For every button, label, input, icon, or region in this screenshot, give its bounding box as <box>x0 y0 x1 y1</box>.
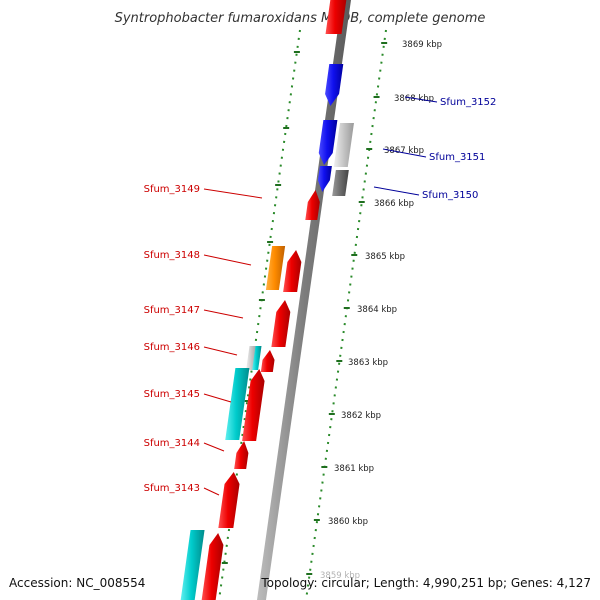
gene-arrow-orange <box>265 246 286 290</box>
gene-arrow-cyan <box>180 530 205 600</box>
gene-arrow-gray <box>332 170 349 196</box>
label-leader-line <box>203 346 238 356</box>
scale-label: 3861 kbp <box>334 464 374 474</box>
gene-arrow-red <box>283 250 302 292</box>
label-leader-line <box>203 442 225 452</box>
label-leader-line <box>203 188 263 199</box>
scale-label: 3860 kbp <box>328 517 368 527</box>
gene-label[interactable]: Sfum_3147 <box>144 305 200 316</box>
gene-label[interactable]: Sfum_3144 <box>144 438 200 449</box>
label-leader-line <box>203 393 232 403</box>
gene-label[interactable]: Sfum_3149 <box>144 184 200 195</box>
gene-arrow-red <box>260 350 275 372</box>
label-leader-line <box>203 309 244 319</box>
gene-arrow-gray <box>333 123 354 167</box>
gene-arrow-cyan <box>252 346 262 370</box>
label-leader-line <box>373 186 420 196</box>
accession-text: Accession: NC_008554 <box>9 576 145 590</box>
gene-arrow-red <box>242 369 265 441</box>
scale-label: 3868 kbp <box>394 94 434 104</box>
gene-label[interactable]: Sfum_3145 <box>144 389 200 400</box>
gene-label[interactable]: Sfum_3152 <box>440 97 496 108</box>
gene-arrow-blue <box>317 166 332 192</box>
gene-arrow-red <box>305 190 320 220</box>
gene-arrow-blue <box>318 120 338 165</box>
right-dotted-track <box>305 29 387 600</box>
label-leader-line <box>203 254 252 266</box>
label-leader-line <box>382 148 427 158</box>
scale-label: 3869 kbp <box>402 40 442 50</box>
scale-label: 3859 kbp <box>320 571 360 581</box>
gene-label[interactable]: Sfum_3148 <box>144 250 200 261</box>
scale-label: 3863 kbp <box>348 358 388 368</box>
gene-label[interactable]: Sfum_3143 <box>144 483 200 494</box>
gene-arrow-red <box>325 0 347 34</box>
gene-arrow-red <box>218 472 240 528</box>
gene-label[interactable]: Sfum_3146 <box>144 342 200 353</box>
genome-summary-text: Topology: circular; Length: 4,990,251 bp… <box>260 576 591 590</box>
gene-label[interactable]: Sfum_3151 <box>429 152 485 163</box>
gene-features <box>180 0 354 600</box>
gene-labels: Sfum_3149 Sfum_3148 Sfum_3147 Sfum_3146 Sfum… <box>144 96 496 496</box>
gene-arrow-blue <box>325 64 344 106</box>
gene-arrow-red <box>201 533 224 600</box>
map-title: Syntrophobacter fumaroxidans MPOB, compl… <box>115 11 486 26</box>
scale-label: 3862 kbp <box>341 411 381 421</box>
scale-labels: 3869 kbp 3868 kbp 3867 kbp 3866 kbp 3865 kbp… <box>320 40 442 581</box>
scale-label: 3864 kbp <box>357 305 397 315</box>
scale-label: 3866 kbp <box>374 199 414 209</box>
scale-label: 3865 kbp <box>365 252 405 262</box>
label-leader-line <box>203 487 220 496</box>
label-leader-line <box>404 96 438 103</box>
scale-label: 3867 kbp <box>384 146 424 156</box>
gene-arrow-red <box>234 441 249 469</box>
gene-arrow-red <box>271 300 291 347</box>
gene-label[interactable]: Sfum_3150 <box>422 190 478 201</box>
gene-arrow-cyan <box>225 368 250 440</box>
